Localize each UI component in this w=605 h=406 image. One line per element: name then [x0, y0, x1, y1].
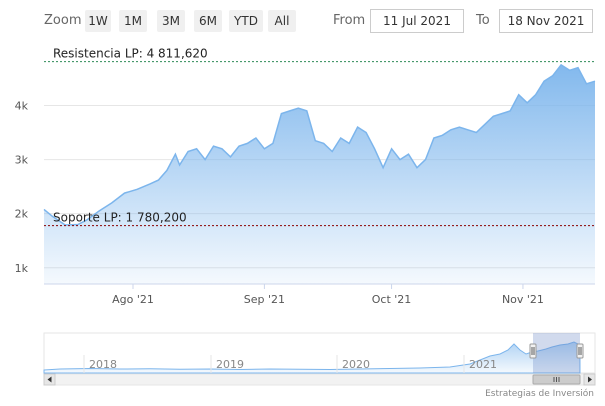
scroll-right-arrow-icon [588, 376, 592, 383]
x-tick-label: Oct '21 [372, 293, 412, 306]
y-tick-label: 3k [15, 154, 29, 167]
zoom-1m-button[interactable]: 1M [119, 10, 147, 32]
from-label: From [333, 13, 366, 28]
x-axis: Ago '21 Sep '21 Oct '21 Nov '21 [112, 284, 544, 306]
x-tick-label: Sep '21 [244, 293, 285, 306]
scrollbar[interactable] [43, 373, 596, 386]
navigator-right-handle[interactable] [576, 343, 584, 359]
navigator-year-2018: 2018 [89, 358, 117, 371]
zoom-3m-button[interactable]: 3M [157, 10, 185, 32]
x-tick-label: Ago '21 [112, 293, 154, 306]
x-tick-label: Nov '21 [502, 293, 544, 306]
zoom-6m-button[interactable]: 6M [194, 10, 222, 32]
navigator-left-handle[interactable] [529, 343, 537, 359]
y-tick-label: 1k [15, 262, 29, 275]
scroll-left-arrow-icon [47, 376, 52, 383]
price-area [44, 64, 595, 285]
zoom-all-button[interactable]: All [268, 10, 296, 32]
navigator[interactable]: 2018 2019 2020 2021 [43, 332, 596, 374]
to-label: To [476, 13, 490, 28]
navigator-year-2020: 2020 [342, 358, 370, 371]
navigator-series [43, 341, 581, 374]
y-tick-label: 2k [15, 208, 29, 221]
range-selector: Zoom 1W 1M 3M 6M YTD All From To [0, 0, 605, 40]
credits-text: Estrategias de Inversión [485, 388, 594, 399]
zoom-1w-button[interactable]: 1W [85, 10, 111, 32]
zoom-ytd-button[interactable]: YTD [229, 10, 263, 32]
navigator-selection[interactable] [533, 333, 580, 373]
from-date-input[interactable] [370, 9, 464, 33]
to-date-input[interactable] [499, 9, 593, 33]
y-tick-label: 4k [15, 100, 29, 113]
price-line [43, 63, 596, 226]
zoom-label: Zoom [44, 13, 82, 28]
navigator-year-2019: 2019 [216, 358, 244, 371]
resistance-label: Resistencia LP: 4 811,620 [53, 47, 208, 61]
y-axis: 1k 2k 3k 4k [15, 100, 29, 275]
scrollbar-track[interactable] [43, 373, 596, 386]
navigator-year-2021: 2021 [469, 358, 497, 371]
support-label: Soporte LP: 1 780,200 [53, 211, 187, 225]
